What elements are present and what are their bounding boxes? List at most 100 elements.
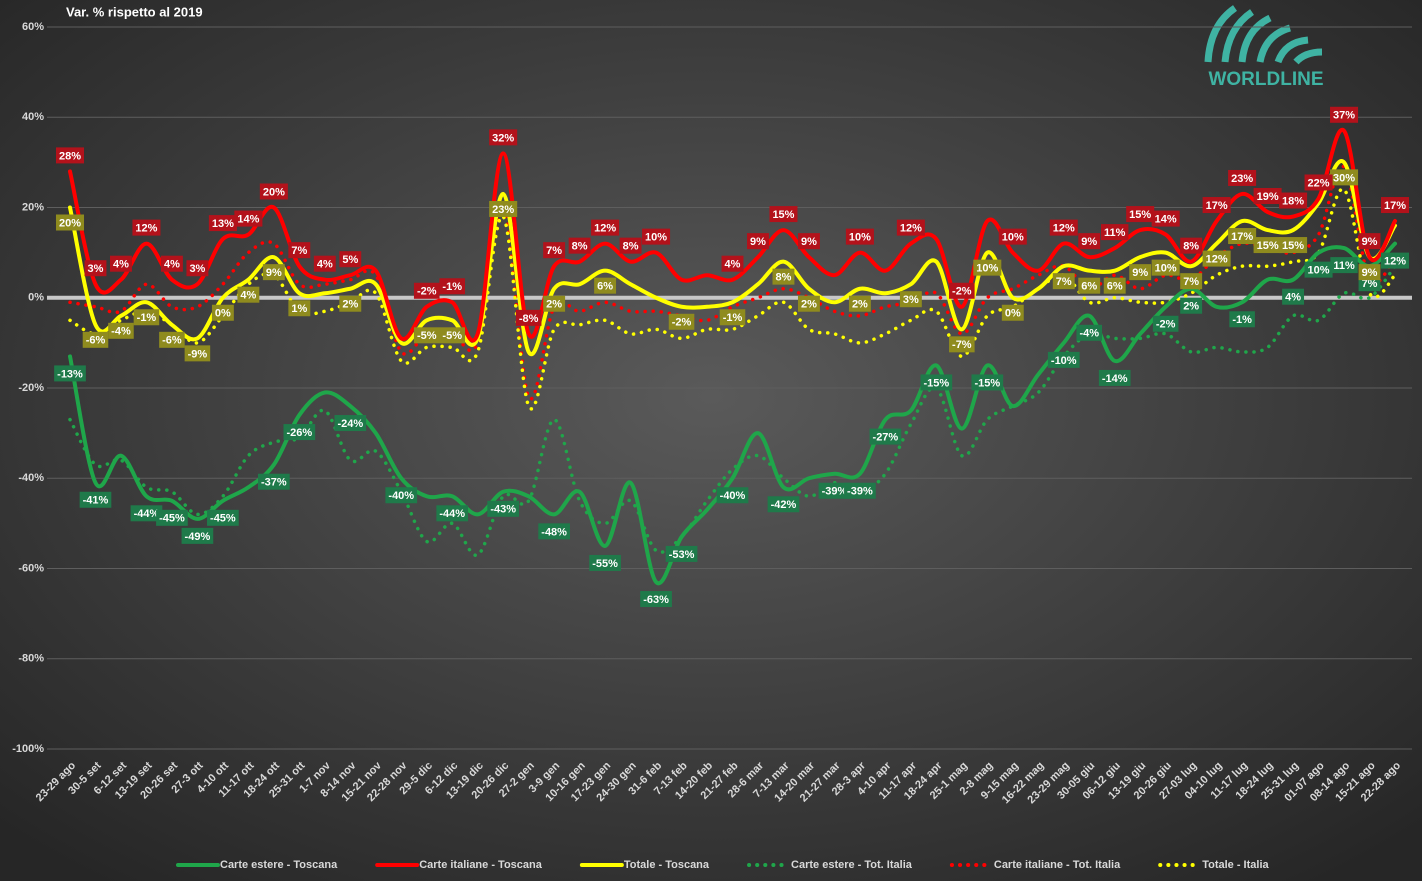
data-label-box <box>949 282 975 299</box>
data-label: 10% <box>1304 261 1333 278</box>
data-label-text: -4% <box>111 326 131 338</box>
y-tick-label: 40% <box>22 111 44 123</box>
data-label-text: 9% <box>750 236 766 248</box>
data-label: 8% <box>1180 237 1203 254</box>
data-label: 14% <box>1151 210 1180 227</box>
data-label: 20% <box>259 183 288 200</box>
data-label: 8% <box>619 237 642 254</box>
data-label-text: 9% <box>1081 236 1097 248</box>
data-label: 2% <box>339 295 362 312</box>
data-label-text: 6% <box>1107 281 1123 293</box>
data-label-text: 8% <box>1183 241 1199 253</box>
data-label-text: -45% <box>210 513 236 525</box>
legend-label: Carte estere - Toscana <box>220 859 338 871</box>
data-label-box <box>55 147 85 164</box>
data-label: 4% <box>160 255 183 272</box>
data-label: 4% <box>237 286 260 303</box>
data-label: 4% <box>313 255 336 272</box>
data-label-text: 9% <box>1362 267 1378 279</box>
data-label-text: 12% <box>1206 254 1228 266</box>
data-label: 17% <box>1202 197 1231 214</box>
data-label: 7% <box>1052 273 1075 290</box>
data-label: -45% <box>156 509 188 526</box>
data-label-box <box>237 286 260 303</box>
data-label-box <box>971 374 1004 391</box>
data-label-text: -5% <box>442 330 462 342</box>
logo-wave <box>1238 14 1272 63</box>
data-label-text: 14% <box>1155 213 1177 225</box>
data-label-text: 15% <box>1282 240 1304 252</box>
data-label-box <box>1101 224 1129 241</box>
data-label-box <box>1253 237 1282 254</box>
data-label-text: 14% <box>237 213 259 225</box>
data-label-box <box>845 228 874 245</box>
data-label-box <box>160 255 183 272</box>
data-label-box <box>211 304 234 321</box>
data-label: 3% <box>84 260 107 277</box>
data-label-box <box>1180 237 1203 254</box>
data-label-box <box>339 295 362 312</box>
data-label-text: 37% <box>1333 110 1355 122</box>
data-label-box <box>1049 219 1078 236</box>
data-label: 15% <box>1126 206 1155 223</box>
data-label-text: -13% <box>57 368 83 380</box>
data-label-text: 20% <box>59 217 81 229</box>
data-label: -26% <box>283 424 316 441</box>
data-label-box <box>1253 188 1282 205</box>
data-label-text: 8% <box>623 241 639 253</box>
data-label-box <box>1076 324 1103 341</box>
data-label: 13% <box>208 215 237 232</box>
data-label: -41% <box>79 491 112 508</box>
data-label-box <box>1126 206 1155 223</box>
data-label-box <box>1129 264 1152 281</box>
logo <box>1204 5 1323 65</box>
data-label-box <box>436 505 469 522</box>
data-label-text: 11% <box>1333 260 1355 272</box>
y-tick-label: 60% <box>22 21 44 33</box>
data-label-text: 10% <box>645 232 667 244</box>
data-label: 12% <box>591 219 620 236</box>
data-label-text: 7% <box>546 245 562 257</box>
data-label: 2% <box>797 295 820 312</box>
data-label: 4% <box>721 255 744 272</box>
data-label-box <box>55 214 85 231</box>
data-label: -42% <box>767 496 800 513</box>
data-label: 17% <box>1228 228 1257 245</box>
data-label-text: -53% <box>669 549 695 561</box>
data-label-box <box>538 523 570 540</box>
data-label-box <box>1228 228 1257 245</box>
data-label-box <box>721 255 744 272</box>
data-label-text: -63% <box>643 594 669 606</box>
data-label: 19% <box>1253 188 1282 205</box>
data-label-box <box>130 505 163 522</box>
data-label-text: -1% <box>137 312 157 324</box>
data-label: 12% <box>1202 250 1231 267</box>
data-label-box <box>797 233 820 250</box>
data-label-box <box>413 327 440 344</box>
data-label-box <box>1152 315 1179 332</box>
data-label-box <box>568 237 591 254</box>
data-label-text: 9% <box>1132 267 1148 279</box>
data-label: -1% <box>439 278 465 295</box>
data-label-box <box>288 242 311 259</box>
data-label-box <box>640 591 672 608</box>
data-label-box <box>1358 233 1381 250</box>
data-label-box <box>1330 257 1358 274</box>
data-label: -2% <box>949 282 975 299</box>
data-label: 2% <box>543 295 566 312</box>
data-label: 0% <box>1001 304 1024 321</box>
data-label: 9% <box>1078 233 1101 250</box>
data-label: 4% <box>1282 288 1305 305</box>
legend-label: Totale - Italia <box>1202 859 1269 871</box>
data-label: 9% <box>1358 264 1381 281</box>
data-label: -15% <box>920 374 953 391</box>
data-label-text: -24% <box>337 418 363 430</box>
data-label-text: 10% <box>849 232 871 244</box>
data-label: -24% <box>334 415 367 432</box>
data-label-text: 12% <box>900 223 922 235</box>
data-label-text: 4% <box>725 259 741 271</box>
data-label-box <box>133 309 160 326</box>
data-label: 10% <box>642 228 671 245</box>
data-label-text: -15% <box>974 377 1000 389</box>
data-label-text: 23% <box>1231 173 1253 185</box>
